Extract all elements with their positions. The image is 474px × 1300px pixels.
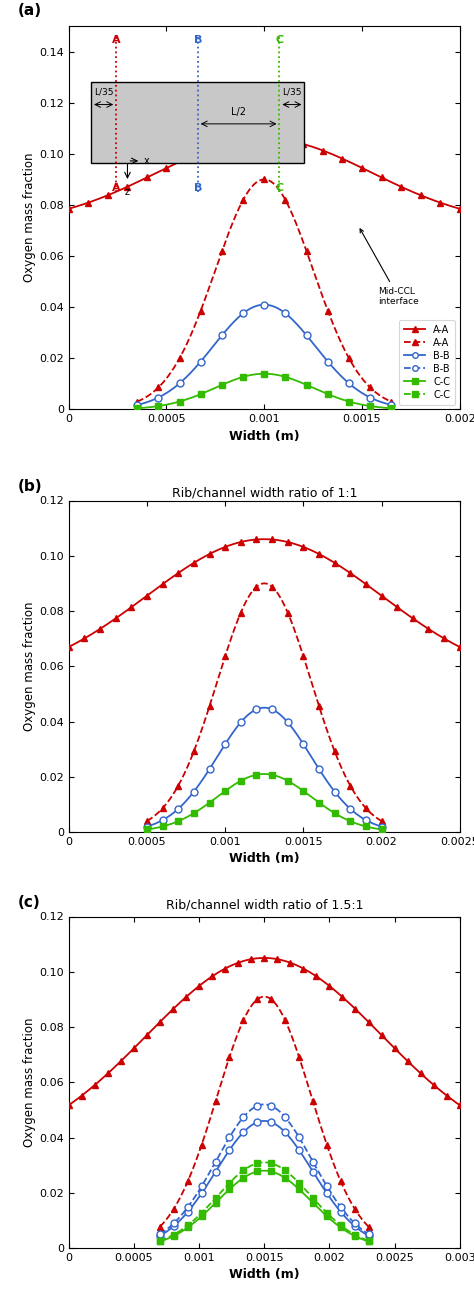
X-axis label: Width (m): Width (m)	[229, 853, 300, 866]
Text: Mid-CCL
interface: Mid-CCL interface	[360, 229, 419, 307]
Text: (a): (a)	[18, 4, 42, 18]
X-axis label: Width (m): Width (m)	[229, 1269, 300, 1282]
Text: Rib/channel width ratio of 1.5:1: Rib/channel width ratio of 1.5:1	[165, 898, 363, 911]
Legend: A-A, A-A, B-B, B-B, C-C, C-C: A-A, A-A, B-B, B-B, C-C, C-C	[399, 320, 455, 404]
Text: (c): (c)	[18, 894, 41, 910]
Text: Rib/channel width ratio of 1:1: Rib/channel width ratio of 1:1	[172, 486, 357, 499]
Y-axis label: Oxygen mass fraction: Oxygen mass fraction	[23, 153, 36, 282]
Text: (b): (b)	[18, 478, 43, 494]
Y-axis label: Oxygen mass fraction: Oxygen mass fraction	[23, 1018, 36, 1147]
X-axis label: Width (m): Width (m)	[229, 430, 300, 443]
Y-axis label: Oxygen mass fraction: Oxygen mass fraction	[23, 602, 36, 731]
